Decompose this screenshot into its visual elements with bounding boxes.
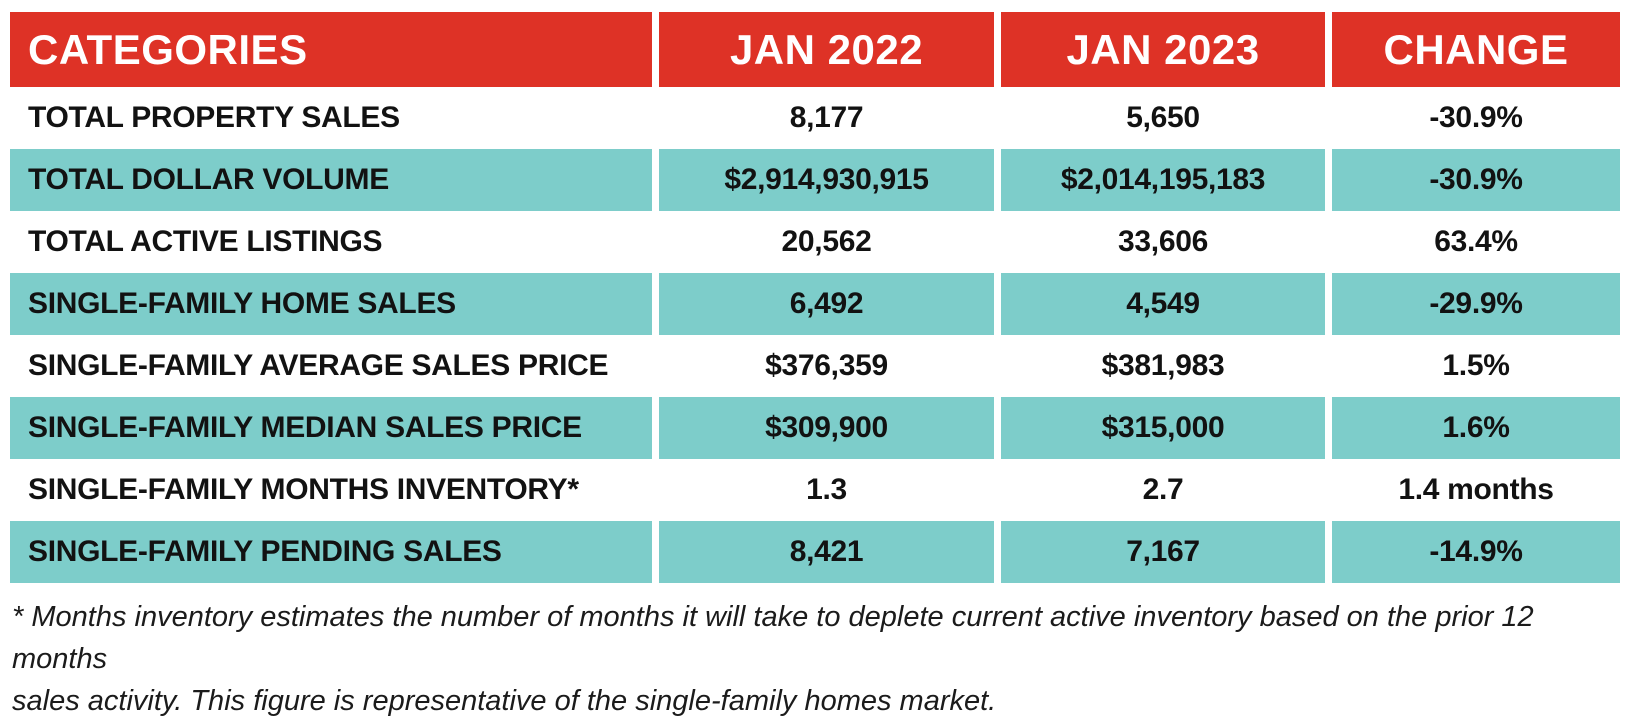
cell-jan-2022: 8,177: [789, 101, 864, 134]
cell-jan-2023: 4,549: [1001, 273, 1325, 335]
cell-category: SINGLE-FAMILY AVERAGE SALES PRICE: [28, 349, 609, 382]
cell-change: 1.4 months: [1398, 473, 1554, 506]
table-row: SINGLE-FAMILY AVERAGE SALES PRICE $376,3…: [10, 335, 1620, 397]
cell-change: -30.9%: [1429, 101, 1523, 134]
cell-jan-2022: $376,359: [765, 349, 888, 382]
cell-category: TOTAL ACTIVE LISTINGS: [28, 225, 383, 258]
cell-jan-2022: 6,492: [659, 273, 994, 335]
cell-change: -14.9%: [1332, 521, 1620, 583]
cell-category: TOTAL PROPERTY SALES: [28, 101, 400, 134]
cell-change: 63.4%: [1434, 225, 1518, 258]
header-cell-jan-2022: JAN 2022: [659, 12, 994, 87]
header-cell-categories: CATEGORIES: [10, 12, 652, 87]
cell-change: -30.9%: [1332, 149, 1620, 211]
cell-category: SINGLE-FAMILY HOME SALES: [10, 273, 652, 335]
market-stats-table: CATEGORIES JAN 2022 JAN 2023 CHANGE TOTA…: [10, 12, 1620, 583]
cell-category: SINGLE-FAMILY MONTHS INVENTORY*: [28, 473, 579, 506]
cell-category: SINGLE-FAMILY MEDIAN SALES PRICE: [10, 397, 652, 459]
table-row: SINGLE-FAMILY PENDING SALES 8,421 7,167 …: [10, 521, 1620, 583]
cell-jan-2023: 7,167: [1001, 521, 1325, 583]
cell-category: SINGLE-FAMILY PENDING SALES: [10, 521, 652, 583]
cell-jan-2023: 5,650: [1126, 101, 1200, 134]
cell-jan-2022: 1.3: [806, 473, 847, 506]
cell-category: TOTAL DOLLAR VOLUME: [10, 149, 652, 211]
cell-change: 1.6%: [1332, 397, 1620, 459]
cell-jan-2023: $381,983: [1101, 349, 1225, 382]
header-cell-jan-2023: JAN 2023: [1001, 12, 1325, 87]
cell-change: -29.9%: [1332, 273, 1620, 335]
table-row: TOTAL ACTIVE LISTINGS 20,562 33,606 63.4…: [10, 211, 1620, 273]
cell-jan-2022: $309,900: [659, 397, 994, 459]
table-row: SINGLE-FAMILY MEDIAN SALES PRICE $309,90…: [10, 397, 1620, 459]
table-body: TOTAL PROPERTY SALES 8,177 5,650 -30.9% …: [10, 87, 1620, 583]
table-row: TOTAL DOLLAR VOLUME $2,914,930,915 $2,01…: [10, 149, 1620, 211]
footnote-line-1: * Months inventory estimates the number …: [12, 601, 1534, 676]
header-cell-change: CHANGE: [1332, 12, 1620, 87]
footnote-line-2: sales activity. This figure is represent…: [12, 685, 997, 718]
footnote: * Months inventory estimates the number …: [12, 596, 1612, 722]
cell-jan-2022: $2,914,930,915: [659, 149, 994, 211]
table-row: SINGLE-FAMILY HOME SALES 6,492 4,549 -29…: [10, 273, 1620, 335]
cell-jan-2022: 8,421: [659, 521, 994, 583]
table-row: TOTAL PROPERTY SALES 8,177 5,650 -30.9%: [10, 87, 1620, 149]
cell-jan-2023: 33,606: [1118, 225, 1208, 258]
cell-jan-2023: $2,014,195,183: [1001, 149, 1325, 211]
table-header-row: CATEGORIES JAN 2022 JAN 2023 CHANGE: [10, 12, 1620, 87]
cell-change: 1.5%: [1442, 349, 1510, 382]
cell-jan-2023: $315,000: [1001, 397, 1325, 459]
table-row: SINGLE-FAMILY MONTHS INVENTORY* 1.3 2.7 …: [10, 459, 1620, 521]
cell-jan-2023: 2.7: [1142, 473, 1184, 506]
cell-jan-2022: 20,562: [781, 225, 872, 258]
